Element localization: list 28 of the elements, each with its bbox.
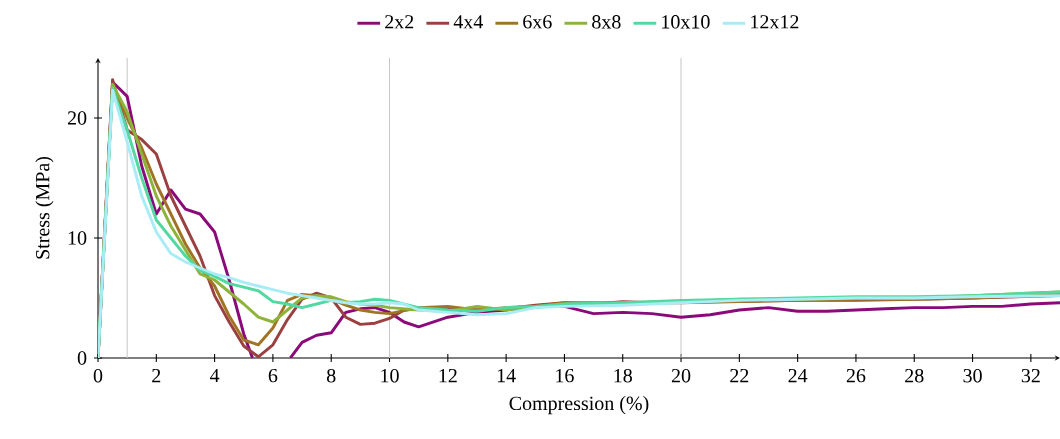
x-tick-label: 8 — [326, 368, 336, 383]
legend-label: 2x2 — [385, 15, 414, 29]
legend-label: 8x8 — [592, 15, 621, 29]
x-tick-label: 24 — [788, 368, 808, 383]
x-tick-label: 30 — [963, 368, 982, 383]
x-tick-label: 0 — [93, 368, 103, 383]
x-tick-label: 22 — [730, 368, 749, 383]
x-tick-label: 26 — [846, 368, 866, 383]
y-tick-label: 20 — [67, 111, 87, 125]
x-tick-label: 4 — [210, 368, 220, 383]
x-tick-label: 18 — [614, 368, 632, 383]
x-tick-label: 2 — [152, 368, 161, 383]
x-axis-title: Compression (%) — [509, 396, 649, 415]
x-tick-label: 28 — [905, 368, 924, 383]
x-tick-label: 32 — [1021, 368, 1040, 383]
legend-label: 12x12 — [751, 15, 799, 29]
x-tick-label: 12 — [439, 368, 457, 383]
x-tick-label: 14 — [497, 368, 516, 383]
y-axis-title: Stress (MPa) — [35, 156, 54, 259]
x-tick-label: 6 — [268, 368, 278, 383]
legend-label: 6x6 — [523, 15, 552, 29]
x-tick-label: 10 — [381, 368, 399, 383]
legend-label: 4x4 — [453, 15, 483, 29]
x-tick-label: 16 — [556, 368, 574, 383]
y-tick-label: 0 — [77, 351, 87, 365]
legend-label: 10x10 — [662, 15, 710, 29]
y-tick-label: 10 — [68, 231, 87, 245]
x-tick-label: 20 — [671, 368, 691, 383]
